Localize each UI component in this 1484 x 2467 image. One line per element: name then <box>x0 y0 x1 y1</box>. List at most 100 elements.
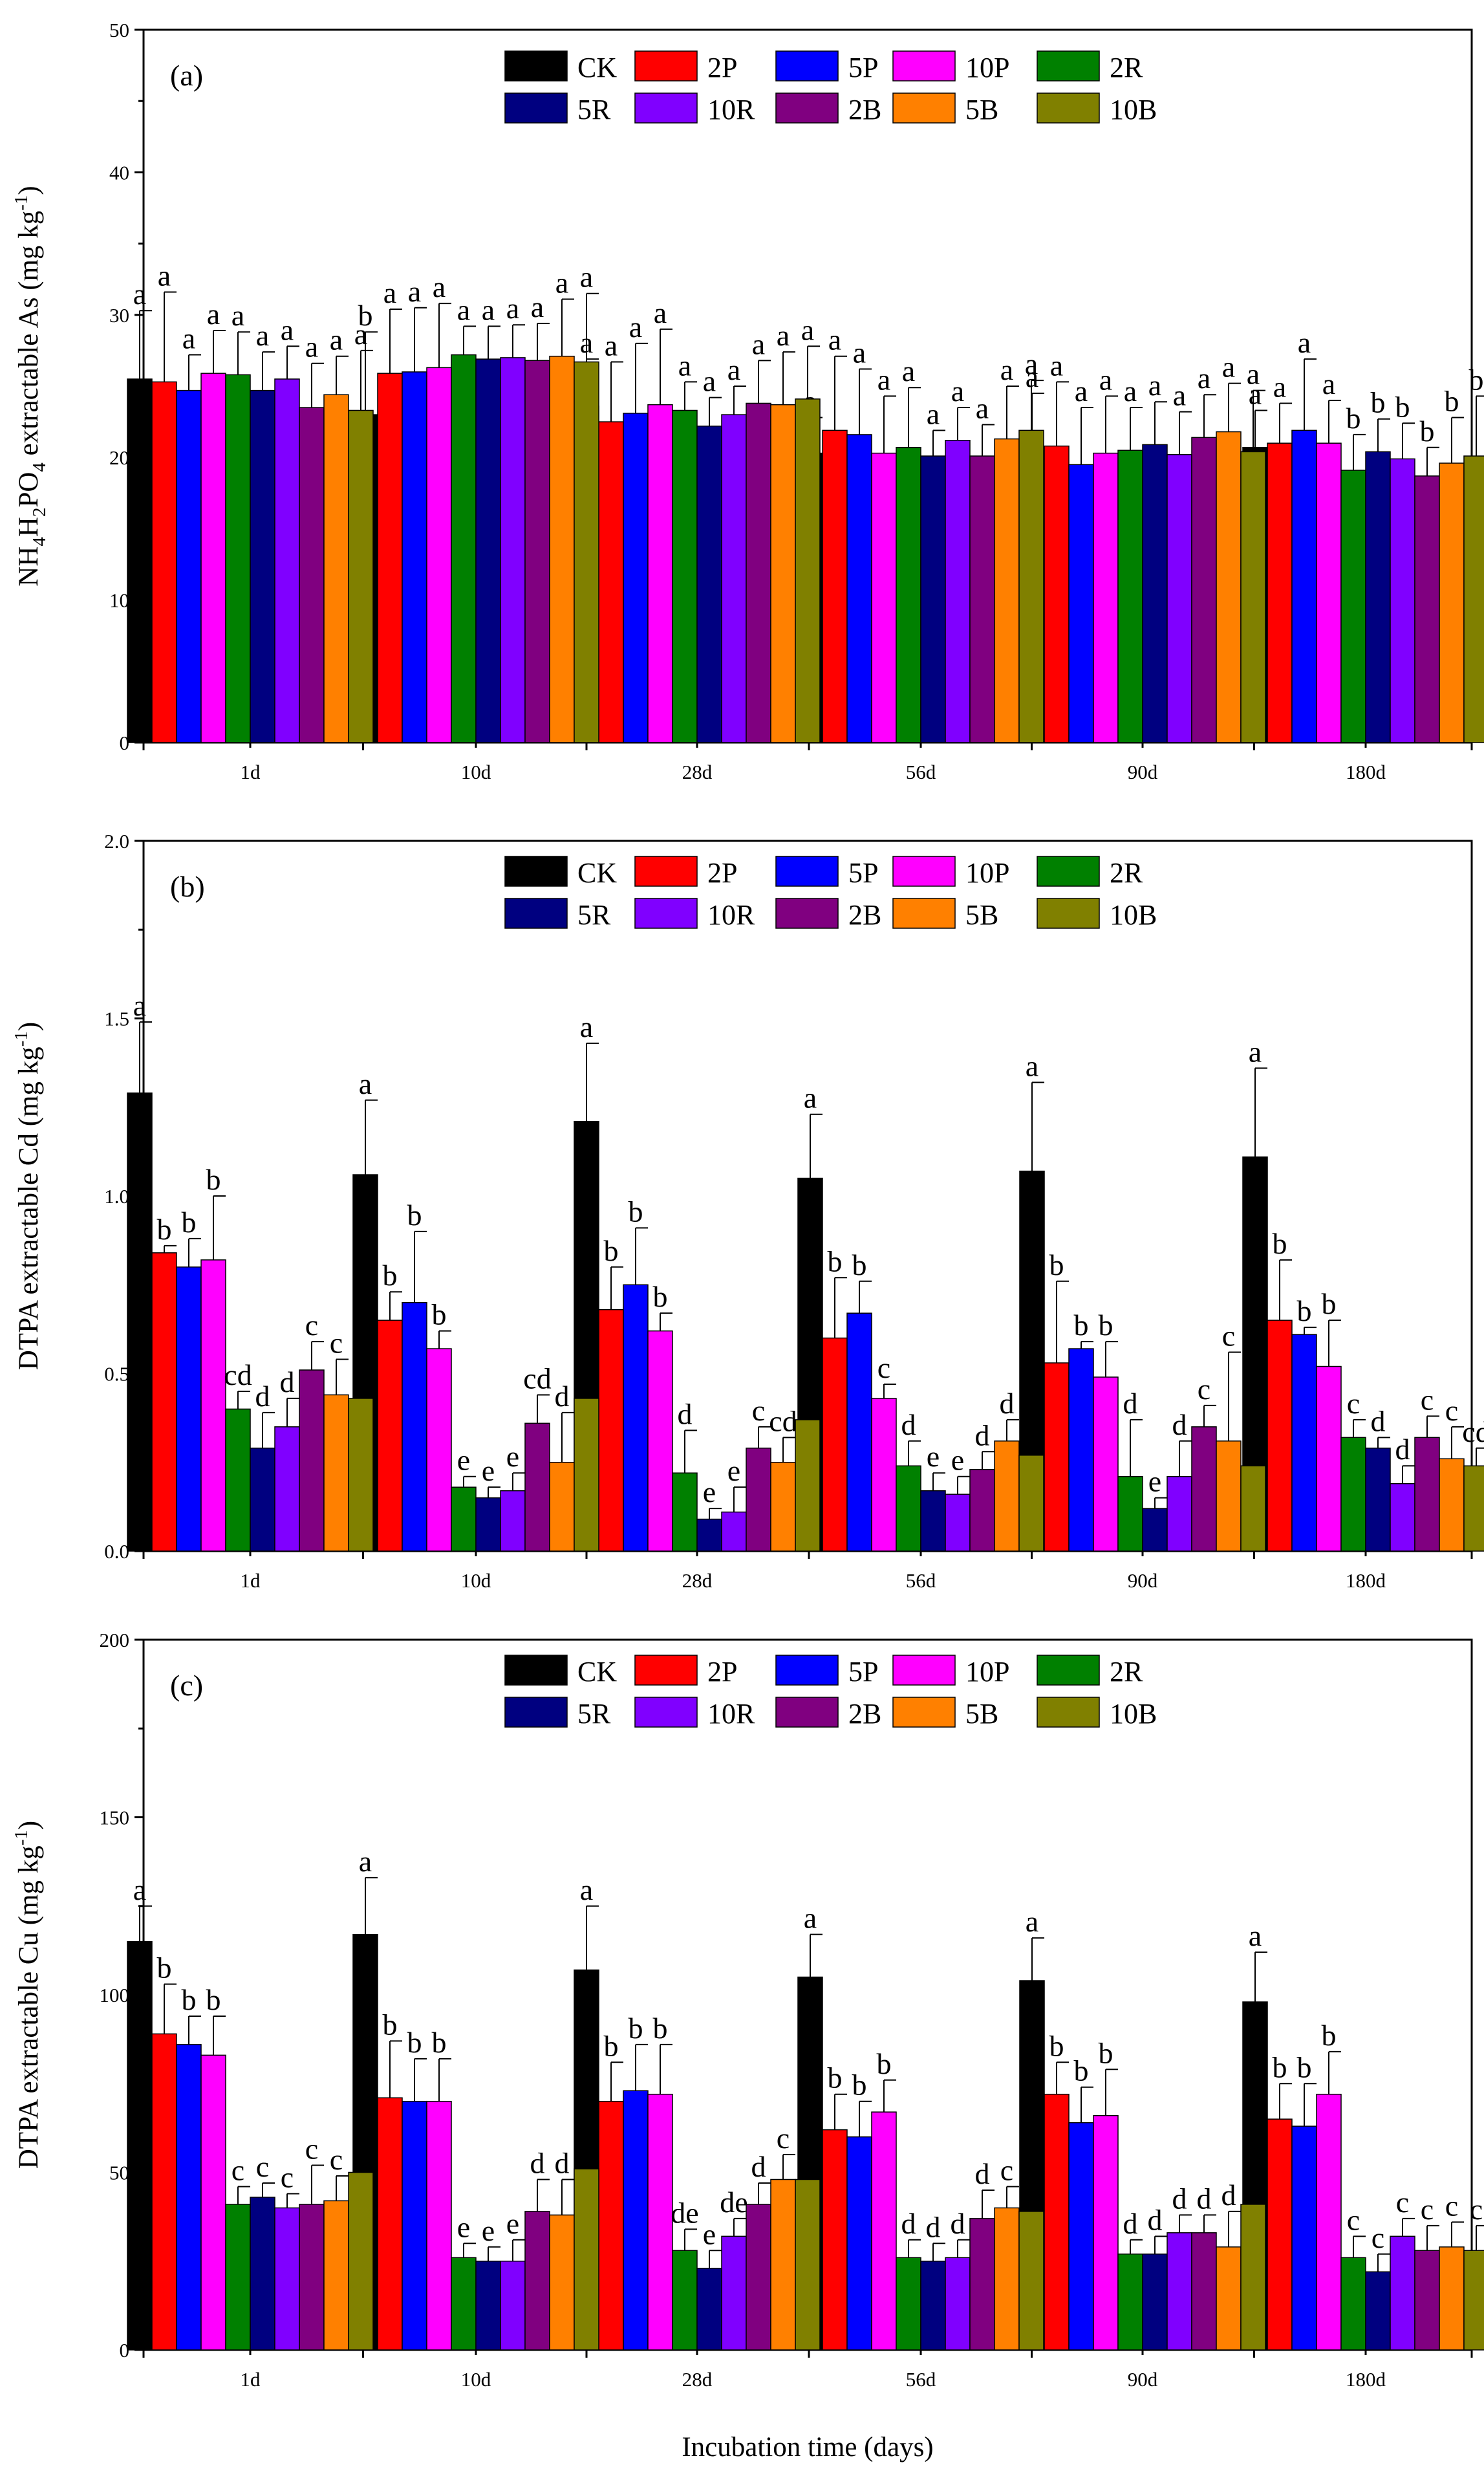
significance-letter: de <box>671 2196 698 2229</box>
bar <box>1068 464 1094 743</box>
legend: CK 2P 5P 10P 2R 5R 10R 2B 5B 10B <box>504 1655 1157 1730</box>
significance-letter: b <box>828 2061 843 2094</box>
legend-swatch <box>504 1697 568 1728</box>
significance-letter: a <box>158 259 171 292</box>
significance-letter: a <box>408 275 421 308</box>
bar <box>426 367 452 743</box>
bar <box>574 361 599 743</box>
legend-swatch <box>634 898 698 929</box>
bar <box>549 2214 575 2351</box>
legend-swatch <box>634 50 698 82</box>
bar <box>672 1472 698 1552</box>
legend-swatch <box>1037 50 1100 82</box>
bar <box>377 1320 403 1552</box>
bar <box>1390 458 1415 743</box>
bar <box>994 2207 1020 2351</box>
y-tick-label: 200 <box>100 1629 130 1651</box>
significance-letter: a <box>457 293 470 326</box>
significance-letter: a <box>629 310 642 343</box>
bar <box>225 2204 251 2351</box>
bar <box>1117 450 1143 743</box>
bar <box>377 2097 403 2351</box>
y-tick-label: 0 <box>120 2339 130 2362</box>
bar <box>549 1462 575 1552</box>
legend-swatch <box>504 1655 568 1686</box>
bar <box>1167 2232 1192 2351</box>
bar <box>746 2204 771 2351</box>
significance-letter: a <box>354 318 367 351</box>
significance-letter: c <box>1470 2193 1483 2226</box>
bar <box>348 1398 374 1552</box>
x-tick-label: 56d <box>906 1569 936 1592</box>
bar <box>1068 1348 1094 1552</box>
legend: CK 2P 5P 10P 2R 5R 10R 2B 5B 10B <box>504 856 1157 931</box>
legend-label: 5P <box>848 857 878 889</box>
significance-letter: a <box>1124 375 1137 408</box>
bar <box>920 455 946 743</box>
significance-letter: a <box>383 276 396 309</box>
significance-letter: a <box>281 313 294 346</box>
significance-letter: b <box>1322 1287 1337 1320</box>
legend-label: 10B <box>1110 1698 1157 1730</box>
bar <box>896 447 921 743</box>
bar <box>451 354 477 743</box>
x-tick-label: 28d <box>682 2368 713 2391</box>
significance-letter: c <box>1000 2153 1013 2186</box>
bar <box>1414 2250 1440 2351</box>
significance-letter: a <box>330 323 343 356</box>
legend-label: 10P <box>965 1656 1009 1688</box>
significance-letter: c <box>1371 2221 1384 2254</box>
bar <box>647 404 673 743</box>
bar <box>1267 1320 1293 1552</box>
bar <box>402 371 427 743</box>
y-tick-label: 40 <box>109 161 129 184</box>
bar <box>451 2257 477 2351</box>
significance-letter: a <box>777 319 790 352</box>
bar <box>1414 1437 1440 1552</box>
significance-letter: b <box>1297 1294 1312 1327</box>
bar <box>451 1486 477 1552</box>
bar <box>647 2093 673 2351</box>
legend-swatch <box>634 1655 698 1686</box>
bar <box>920 2261 946 2351</box>
bar <box>524 1422 550 1552</box>
legend-swatch <box>504 856 568 887</box>
legend-swatch <box>892 50 956 82</box>
x-tick-label: 10d <box>461 761 491 783</box>
bar <box>945 1494 971 1552</box>
legend-label: 2R <box>1110 52 1143 83</box>
significance-letter: c <box>1198 1373 1210 1406</box>
legend-swatch <box>892 1655 956 1686</box>
significance-letter: a <box>605 329 618 362</box>
bar <box>274 1426 300 1552</box>
bar <box>549 355 575 743</box>
y-tick-label: 20 <box>109 446 129 469</box>
significance-letter: b <box>1049 2029 1064 2062</box>
bar <box>822 2129 848 2351</box>
significance-letter: e <box>1148 1465 1161 1498</box>
bar <box>1316 442 1342 743</box>
significance-letter: a <box>1000 353 1013 386</box>
significance-letter: c <box>330 2143 343 2176</box>
significance-letter: a <box>1247 358 1260 391</box>
bar <box>1018 429 1044 743</box>
significance-letter: a <box>727 353 740 386</box>
legend-label: 10B <box>1110 899 1157 931</box>
bar <box>994 438 1020 743</box>
x-tick-label: 28d <box>682 761 713 783</box>
significance-letter: a <box>703 365 716 398</box>
bar <box>994 1440 1020 1552</box>
significance-letter: b <box>1445 384 1459 417</box>
bar <box>524 2211 550 2351</box>
legend-swatch <box>775 898 839 929</box>
bar <box>746 1448 771 1552</box>
bar <box>623 1284 649 1552</box>
bar <box>127 378 153 743</box>
bar <box>299 2204 325 2351</box>
x-tick-label: 1d <box>241 761 261 783</box>
legend-swatch <box>775 856 839 887</box>
legend-label: 10R <box>707 1698 755 1730</box>
significance-letter: b <box>407 2026 422 2059</box>
